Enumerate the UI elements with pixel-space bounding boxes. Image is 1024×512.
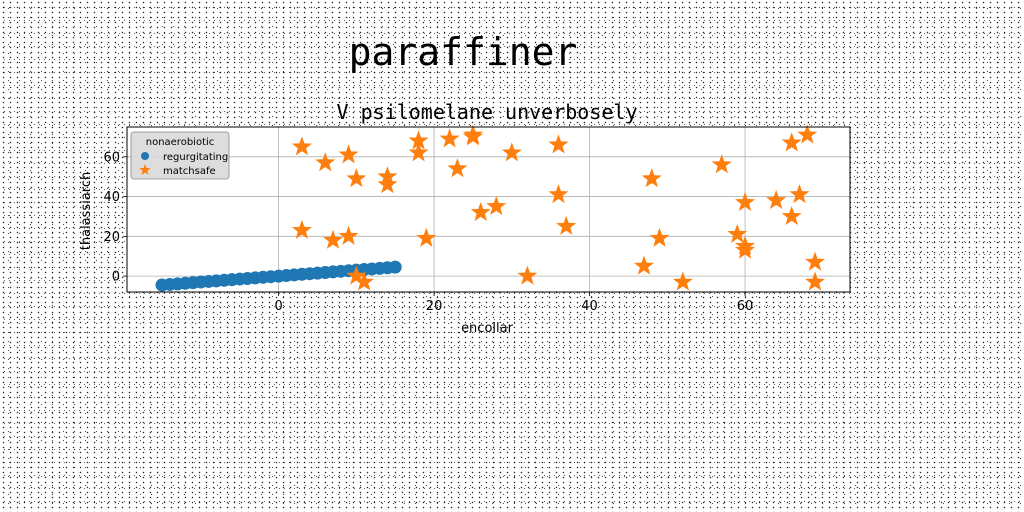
figure-title: paraffiner: [348, 30, 578, 74]
data-point-matchsafe: [517, 265, 538, 285]
data-point-matchsafe: [338, 225, 359, 245]
y-tick-label: 0: [112, 270, 120, 285]
data-point-matchsafe: [711, 154, 732, 174]
data-point-matchsafe: [346, 265, 367, 285]
data-point-matchsafe: [354, 271, 375, 291]
data-point-matchsafe: [291, 136, 312, 156]
data-point-matchsafe: [323, 229, 343, 249]
data-point-matchsafe: [338, 144, 359, 164]
data-point-matchsafe: [735, 239, 756, 259]
data-point-matchsafe: [486, 196, 507, 216]
legend-box: [130, 131, 230, 180]
data-point-matchsafe: [805, 271, 825, 291]
data-point-matchsafe: [462, 124, 483, 144]
legend-marker-matchsafe: [139, 164, 151, 175]
data-point-matchsafe: [766, 190, 787, 210]
y-tick-label: 40: [103, 190, 120, 205]
y-tick-label: 20: [103, 230, 120, 245]
data-point-matchsafe: [548, 184, 569, 204]
legend-marker-regurgitating: [141, 152, 149, 160]
data-point-matchsafe: [447, 158, 468, 178]
plot-frame: [126, 126, 851, 293]
data-point-matchsafe: [797, 124, 818, 144]
data-point-regurgitating: [388, 260, 402, 274]
data-point-matchsafe: [439, 128, 460, 148]
data-point-matchsafe: [789, 184, 810, 204]
y-axis-label: thalassiarch: [79, 172, 94, 250]
legend-label-matchsafe: matchsafe: [163, 166, 216, 177]
data-point-matchsafe: [377, 174, 398, 194]
legend-label-regurgitating: regurgitating: [163, 152, 228, 163]
data-point-matchsafe: [346, 168, 367, 188]
y-tick-label: 60: [103, 150, 120, 165]
data-point-matchsafe: [408, 142, 429, 162]
x-axis-label: encollar: [461, 321, 514, 336]
data-point-matchsafe: [649, 227, 670, 247]
legend: nonaerobiotic regurgitating matchsafe: [130, 131, 230, 180]
x-tick-label: 60: [737, 299, 754, 314]
data-point-matchsafe: [781, 132, 802, 152]
data-point-matchsafe: [315, 152, 336, 172]
legend-title: nonaerobiotic: [146, 137, 215, 148]
data-point-matchsafe: [291, 219, 312, 239]
x-tick-label: 20: [426, 299, 443, 314]
data-point-matchsafe: [781, 205, 802, 225]
data-point-matchsafe: [735, 192, 756, 212]
data-point-matchsafe: [727, 223, 748, 243]
data-point-matchsafe: [470, 201, 491, 221]
data-point-matchsafe: [672, 271, 693, 291]
data-point-matchsafe: [634, 255, 654, 275]
chart-title: V psilomelane unverbosely: [336, 100, 637, 124]
data-point-matchsafe: [556, 215, 577, 235]
data-point-matchsafe: [416, 227, 437, 247]
data-point-matchsafe: [641, 168, 662, 188]
x-tick-label: 40: [581, 299, 598, 314]
x-tick-label: 0: [274, 299, 282, 314]
data-point-matchsafe: [805, 251, 825, 271]
data-point-matchsafe: [548, 134, 569, 154]
data-point-matchsafe: [408, 130, 429, 150]
data-point-matchsafe: [501, 142, 522, 162]
plot-area: 0 20 40 60 0 20 40 60: [103, 124, 851, 314]
